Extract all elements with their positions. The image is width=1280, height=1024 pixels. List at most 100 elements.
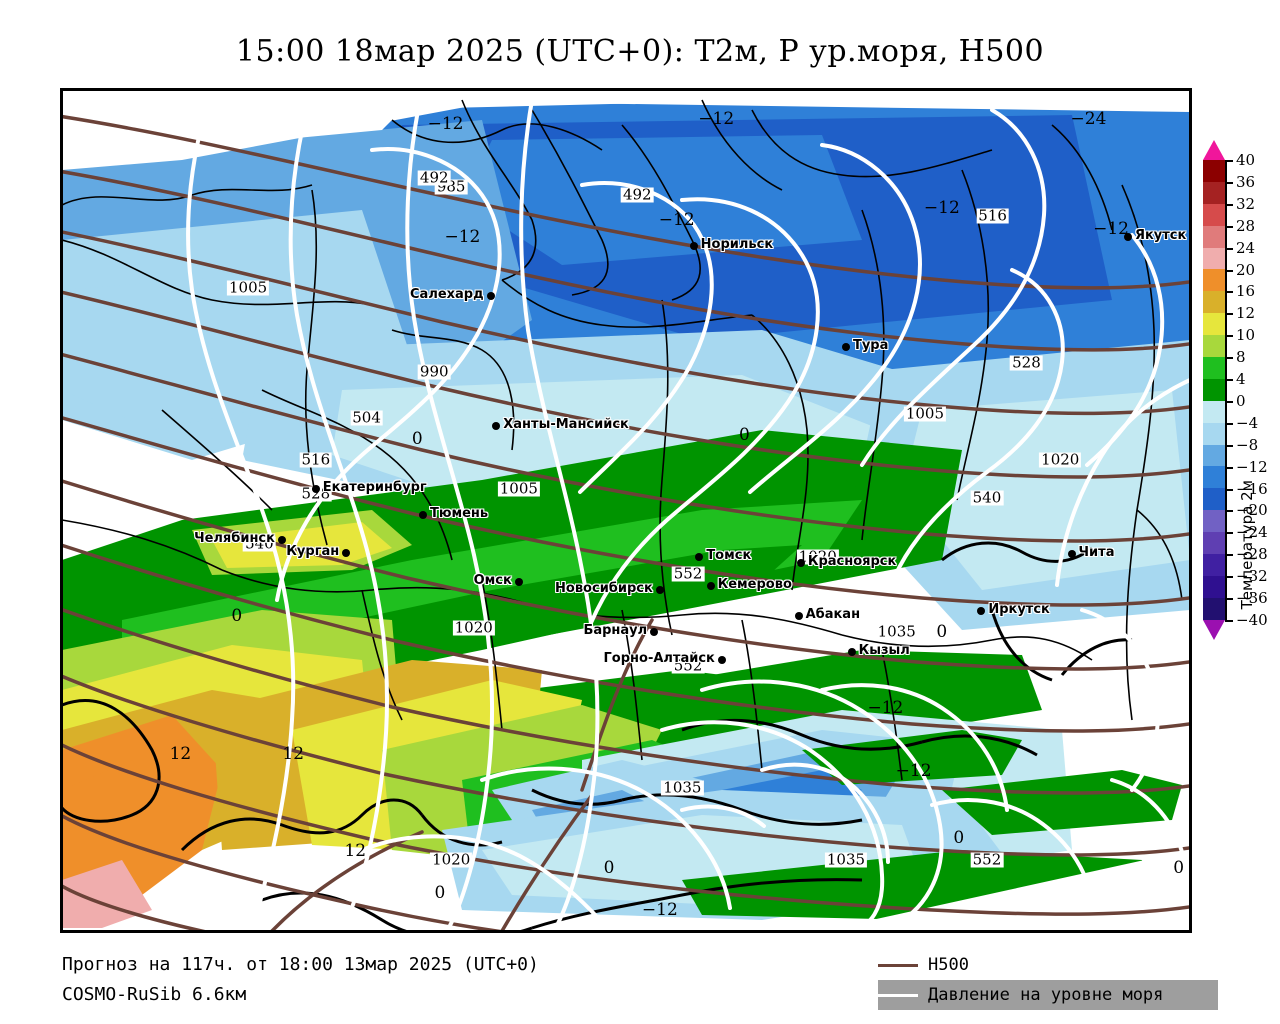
h500-contour-label: 540 [970,488,1004,507]
temperature-contour-label: −12 [444,227,481,248]
city-dot-icon [514,577,523,586]
temperature-contour-label: −12 [1093,218,1129,239]
h500-contour-label: 552 [671,656,705,675]
colorbar-band [1203,510,1225,533]
city-label: Новосибирск [555,581,653,597]
colorbar-tick [1225,422,1233,425]
city-label: Курган [286,543,340,559]
temperature-contour-label: −12 [641,899,678,920]
city-dot-icon [717,656,726,665]
colorbar-band [1203,444,1225,467]
temperature-contour-label: 0 [231,605,243,626]
city-label: Якутск [1134,228,1187,244]
colorbar-tick [1225,269,1233,272]
h500-contour-label: 504 [350,408,383,427]
colorbar-tick [1225,335,1233,338]
colorbar-tick [1225,510,1233,513]
colorbar-band [1203,291,1225,314]
city-dot-icon [796,559,805,568]
city-label: Салехард [410,287,484,303]
colorbar-tick [1225,291,1233,294]
city-label: Омск [473,572,512,588]
temperature-contour-label: −12 [923,197,960,218]
temperature-contour-label: 12 [169,744,192,765]
temperature-contour-label: 0 [1173,857,1185,878]
colorbar-tick [1225,225,1233,228]
h500-line-swatch [878,963,918,967]
pressure-line-swatch [878,993,918,997]
city-dot-icon [695,552,704,561]
colorbar-over-arrow [1203,140,1225,160]
colorbar-tick-label: −36 [1236,589,1268,607]
pressure-contour-label: 1020 [796,547,839,566]
city-dot-icon [689,241,698,250]
colorbar-tick-label: −16 [1236,479,1268,498]
legend-row-pressure: Давление на уровне моря [878,980,1218,1010]
temperature-contour-label: −12 [867,698,904,719]
city-label: Кемерово [717,577,792,593]
temperature-contour-label: −12 [895,761,932,782]
colorbar-band [1203,422,1225,445]
pressure-contour-label: 1035 [824,850,868,868]
city-dot-icon [277,535,286,544]
colorbar-tick-label: 12 [1236,304,1256,323]
pressure-contour-label: 990 [417,362,451,381]
colorbar-axis [1225,160,1227,620]
pressure-contour-label: 1005 [497,479,540,498]
colorbar-tick-label: −4 [1236,413,1259,432]
city-label: Томск [706,547,752,563]
colorbar-tick [1225,357,1233,360]
city-label: Чита [1078,545,1115,561]
city-label: Тюмень [429,505,489,521]
city-label: Тура [852,337,889,353]
colorbar-tick-label: 24 [1236,238,1256,257]
h500-contour-label: 540 [243,534,276,553]
forecast-line-1: Прогноз на 117ч. от 18:00 13мар 2025 (UT… [62,954,539,975]
colorbar-tick [1225,598,1233,600]
city-label: Абакан [805,606,861,622]
colorbar-band [1203,225,1225,248]
h500-contour-label: 528 [1010,353,1043,372]
colorbar-band [1203,575,1225,598]
temperature-contour-label: −24 [1070,109,1107,130]
city-dot-icon [486,292,495,301]
colorbar-tick-label: 20 [1236,260,1256,279]
temperature-contour-label: 12 [282,744,305,765]
city-dot-icon [706,582,715,591]
colorbar-tick [1225,488,1233,491]
page-title: 15:00 18мар 2025 (UTC+0): Т2м, Р ур.моря… [235,34,1045,69]
h500-contour-label: 516 [976,206,1009,225]
map-legend: Н500 Давление на уровне моря [878,950,1218,1010]
colorbar-tick-label: −40 [1236,610,1268,629]
city-dot-icon [1067,550,1076,559]
colorbar-band [1203,466,1225,489]
colorbar-band [1203,160,1225,182]
colorbar-tick-label: 32 [1236,194,1256,213]
colorbar-tick [1225,400,1233,403]
city-label: Барнаул [583,623,648,639]
temperature-contour-label: 0 [953,828,965,849]
city-label: Челябинск [194,530,275,546]
colorbar-band [1203,378,1225,401]
temperature-contour-label: −12 [427,113,464,134]
h500-contour-label: 492 [620,185,654,204]
colorbar-tick [1225,160,1233,162]
legend-label-h500: Н500 [928,955,969,975]
colorbar-band [1203,400,1225,423]
colorbar [1203,160,1225,620]
city-dot-icon [1123,233,1132,242]
city-label: Красноярск [807,554,897,570]
colorbar-tick [1225,619,1233,622]
temperature-contour-label: 0 [411,429,423,449]
map-frame[interactable]: −12 −12 −24 −12 −12 −12 −12 0 0 0 0 0 12 12 12 0 0 −12 −12… [60,88,1192,933]
colorbar-tick-label: −28 [1236,545,1268,564]
model-line: COSMO-RuSib 6.6км [62,984,247,1005]
city-label: Кызыл [858,642,910,658]
colorbar-band [1203,597,1225,620]
h500-contour-label: 552 [671,564,705,583]
city-dot-icon [794,611,803,620]
city-dot-icon [650,628,659,637]
temperature-contour-label: 12 [344,841,367,862]
colorbar-band [1203,269,1225,292]
city-dot-icon [311,485,320,494]
